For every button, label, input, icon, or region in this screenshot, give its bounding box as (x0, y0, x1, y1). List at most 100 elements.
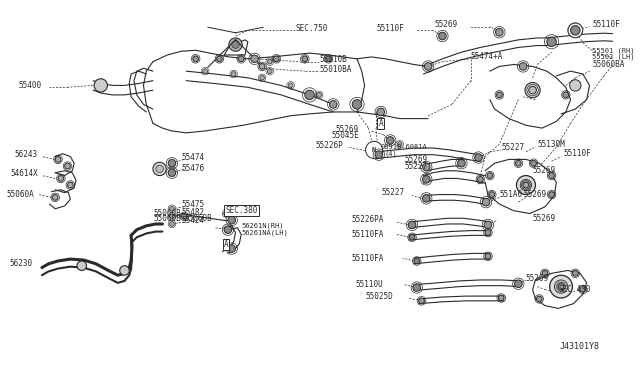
Text: SEC.750: SEC.750 (295, 24, 328, 33)
Text: J43101Y8: J43101Y8 (559, 342, 599, 351)
Circle shape (77, 261, 86, 270)
Circle shape (377, 108, 385, 116)
Text: 55110F: 55110F (564, 149, 591, 158)
Text: 55010B: 55010B (319, 55, 347, 64)
Circle shape (260, 76, 264, 80)
Text: 55400: 55400 (19, 81, 42, 90)
Circle shape (409, 234, 415, 240)
Circle shape (52, 195, 58, 200)
Text: 55424: 55424 (181, 216, 205, 225)
Circle shape (375, 151, 383, 158)
Circle shape (268, 69, 272, 74)
Circle shape (529, 86, 536, 94)
Circle shape (550, 275, 572, 298)
Circle shape (563, 92, 569, 98)
Circle shape (548, 192, 554, 198)
Text: 55060A: 55060A (6, 190, 35, 199)
Text: 56261N(RH): 56261N(RH) (241, 222, 284, 229)
Circle shape (413, 284, 420, 291)
Text: 55269: 55269 (523, 190, 546, 199)
Circle shape (485, 253, 491, 259)
Circle shape (408, 221, 416, 229)
Text: (4): (4) (385, 151, 397, 157)
Text: SEC.380: SEC.380 (225, 206, 257, 215)
Circle shape (519, 62, 527, 70)
Circle shape (216, 56, 222, 62)
Text: 55476: 55476 (181, 164, 205, 173)
Circle shape (203, 69, 207, 74)
Text: 55025D: 55025D (365, 292, 393, 301)
Circle shape (414, 258, 420, 264)
Circle shape (65, 163, 70, 169)
Circle shape (268, 59, 272, 64)
Circle shape (422, 195, 430, 202)
Text: A: A (378, 119, 383, 128)
Circle shape (568, 23, 583, 38)
Text: 54614X: 54614X (10, 169, 38, 178)
Text: 55227: 55227 (404, 161, 428, 171)
Text: 55269: 55269 (526, 273, 549, 283)
Circle shape (515, 280, 522, 288)
Text: 55060B: 55060B (184, 214, 212, 223)
Circle shape (485, 230, 491, 235)
Circle shape (259, 64, 265, 69)
Circle shape (422, 163, 430, 171)
Circle shape (516, 176, 536, 195)
Text: 55060B: 55060B (154, 214, 181, 223)
Circle shape (477, 176, 483, 182)
Circle shape (229, 38, 242, 51)
Circle shape (168, 160, 176, 167)
Circle shape (156, 165, 163, 173)
Text: 08918-6081A: 08918-6081A (381, 144, 428, 150)
Circle shape (483, 198, 490, 206)
Circle shape (153, 162, 166, 176)
Text: 55130M: 55130M (538, 140, 565, 149)
Circle shape (168, 169, 176, 176)
Circle shape (438, 32, 446, 40)
Text: 55226P: 55226P (316, 141, 344, 150)
Circle shape (572, 270, 578, 276)
Circle shape (570, 26, 580, 35)
Text: 55502 (LH): 55502 (LH) (593, 54, 635, 60)
Circle shape (170, 214, 174, 219)
Text: 55060BA: 55060BA (593, 60, 625, 69)
Circle shape (224, 226, 232, 234)
Circle shape (397, 142, 402, 147)
Circle shape (326, 56, 332, 62)
Text: 55227: 55227 (381, 188, 404, 197)
Circle shape (387, 137, 394, 144)
Circle shape (58, 176, 64, 181)
Circle shape (305, 90, 314, 100)
Circle shape (542, 270, 548, 276)
Circle shape (570, 80, 581, 91)
Text: 55227: 55227 (501, 142, 524, 151)
Circle shape (558, 284, 564, 289)
Circle shape (232, 41, 239, 48)
Text: 55269: 55269 (404, 155, 428, 164)
Text: 55269: 55269 (532, 166, 556, 175)
Circle shape (352, 100, 362, 109)
Circle shape (302, 56, 308, 62)
Circle shape (580, 286, 586, 292)
Circle shape (68, 182, 73, 188)
Text: 55501 (RH): 55501 (RH) (593, 47, 635, 54)
Text: 55226PA: 55226PA (351, 215, 383, 224)
Circle shape (231, 72, 236, 76)
Circle shape (317, 93, 321, 97)
Circle shape (495, 28, 503, 36)
Text: 55269: 55269 (435, 20, 458, 29)
Circle shape (94, 79, 108, 92)
Circle shape (547, 37, 556, 46)
Circle shape (120, 266, 129, 275)
Text: 55482: 55482 (181, 208, 205, 217)
Text: 56230: 56230 (9, 259, 33, 268)
Circle shape (228, 245, 236, 253)
Text: 55110U: 55110U (356, 280, 383, 289)
Circle shape (554, 280, 568, 293)
Circle shape (251, 55, 259, 62)
Text: 55474: 55474 (181, 153, 205, 162)
Circle shape (548, 173, 554, 179)
Circle shape (288, 83, 293, 88)
Text: 551A0: 551A0 (499, 190, 522, 199)
Circle shape (489, 192, 495, 198)
